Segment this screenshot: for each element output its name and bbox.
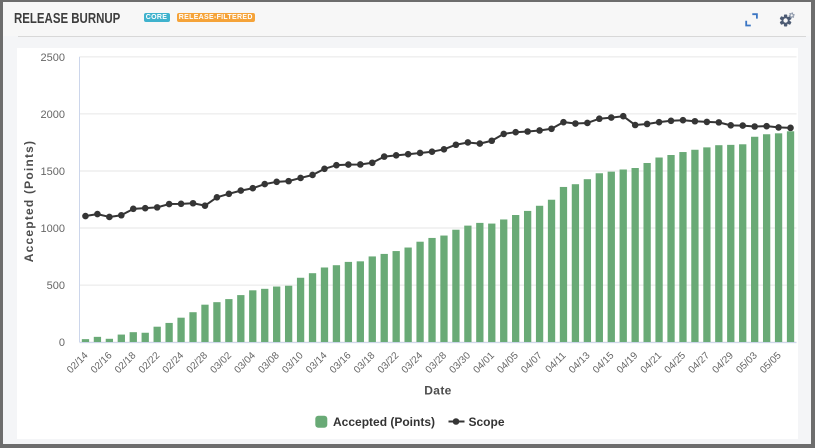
svg-text:Accepted (Points): Accepted (Points): [22, 139, 36, 261]
svg-text:Scope: Scope: [469, 415, 505, 429]
svg-text:1500: 1500: [41, 166, 65, 178]
svg-text:2000: 2000: [41, 108, 65, 120]
svg-text:2500: 2500: [41, 51, 65, 63]
svg-text:Date: Date: [424, 383, 451, 397]
svg-text:0: 0: [59, 337, 65, 349]
svg-text:Accepted (Points): Accepted (Points): [333, 415, 435, 429]
svg-text:1000: 1000: [41, 223, 65, 235]
svg-text:500: 500: [47, 280, 65, 292]
